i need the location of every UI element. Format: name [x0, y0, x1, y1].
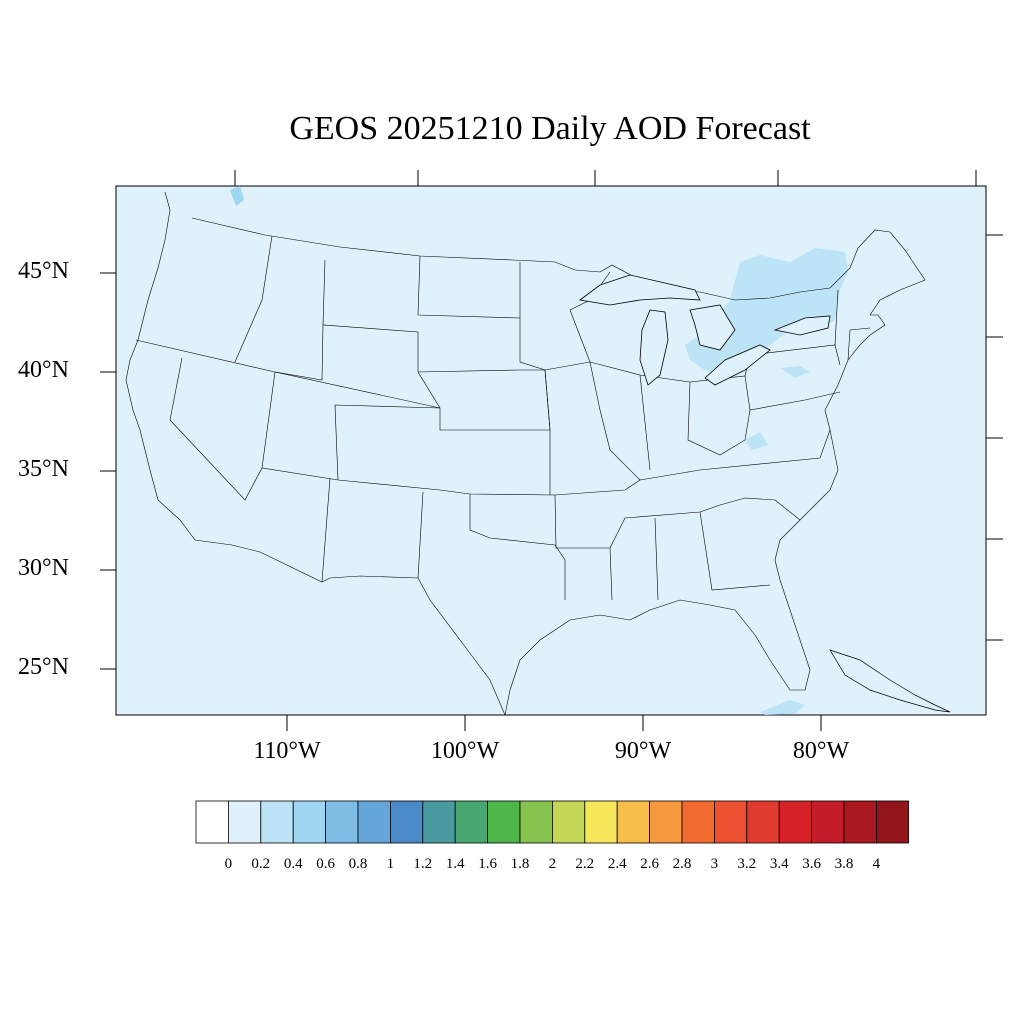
lake-ontario — [773, 315, 831, 336]
lat-label-45: 45°N — [18, 258, 69, 284]
right-ticks — [986, 234, 1003, 641]
colorbar-tick-label: 2.4 — [607, 856, 627, 872]
colorbar-swatch — [422, 800, 456, 844]
colorbar-tick-label: 0.8 — [348, 856, 368, 872]
colorbar-tick-label: 3.6 — [802, 856, 821, 872]
colorbar-swatch — [778, 800, 813, 844]
colorbar-swatch — [195, 800, 229, 844]
aod-region-florida-keys — [760, 700, 805, 715]
colorbar-swatch — [454, 800, 489, 844]
lake-superior — [579, 274, 701, 306]
colorbar-swatch — [584, 800, 618, 844]
colorbar-tick-label: 1.6 — [478, 856, 497, 872]
colorbar-tick-label: 2 — [548, 856, 557, 872]
colorbar-swatch — [292, 800, 326, 844]
lake-erie — [704, 344, 771, 386]
colorbar-tick-label: 3 — [710, 856, 719, 872]
colorbar-swatch — [714, 800, 748, 844]
great-lakes — [579, 274, 831, 386]
colorbar-tick-label: 1.4 — [445, 856, 465, 872]
aod-region-virginia — [745, 432, 768, 450]
colorbar-swatch — [260, 800, 294, 844]
colorbar-swatch — [551, 800, 586, 844]
colorbar-tick-label: 2.8 — [672, 856, 692, 872]
left-ticks — [100, 272, 116, 670]
colorbar-tick-label: 0 — [224, 856, 233, 872]
colorbar-tick-label: 1 — [386, 856, 395, 872]
colorbar-tick-label: 3.2 — [737, 856, 757, 872]
colorbar-swatch — [228, 800, 262, 844]
aod-highlight-regions — [685, 248, 848, 715]
map-frame — [115, 185, 987, 716]
cuba-outline — [829, 649, 951, 713]
lon-label-90: 90°W — [614, 738, 672, 764]
colorbar-swatch — [487, 800, 521, 844]
aod-colorbar — [195, 800, 909, 844]
colorbar-swatch — [389, 800, 424, 844]
colorbar-tick-label: 1.2 — [413, 856, 433, 872]
colorbar-swatch — [357, 800, 391, 844]
colorbar-swatch — [649, 800, 683, 844]
colorbar-tick-label: 4 — [872, 856, 881, 872]
lat-label-35: 35°N — [18, 456, 69, 482]
map-title: GEOS 20251210 Daily AOD Forecast — [289, 110, 811, 147]
lake-huron — [689, 304, 736, 351]
colorbar-swatch — [843, 800, 877, 844]
aod-region-pennsylvania — [780, 366, 810, 378]
colorbar-tick-label: 0.4 — [283, 856, 303, 872]
colorbar-swatch — [746, 800, 780, 844]
lat-label-30: 30°N — [18, 555, 69, 581]
aod-region-north-idaho — [230, 186, 244, 206]
lon-label-80: 80°W — [792, 738, 850, 764]
aod-region-great-lakes — [685, 248, 848, 378]
colorbar-swatch — [325, 800, 359, 844]
lake-michigan — [639, 309, 669, 386]
lon-label-100: 100°W — [430, 738, 500, 764]
bottom-ticks — [286, 715, 822, 731]
colorbar-tick-label: 3.4 — [769, 856, 789, 872]
colorbar-tick-label: 0.2 — [251, 856, 271, 872]
lon-label-110: 110°W — [253, 738, 321, 764]
colorbar-swatch — [519, 800, 553, 844]
top-ticks — [234, 170, 977, 186]
lat-label-40: 40°N — [18, 357, 69, 383]
colorbar-swatch — [681, 800, 715, 844]
colorbar-tick-label: 1.8 — [510, 856, 530, 872]
colorbar-tick-label: 3.8 — [834, 856, 854, 872]
lat-label-25: 25°N — [18, 654, 69, 680]
colorbar-tick-label: 2.6 — [640, 856, 659, 872]
colorbar-swatch — [876, 800, 909, 844]
colorbar-tick-label: 2.2 — [575, 856, 595, 872]
colorbar-swatch — [811, 800, 845, 844]
colorbar-tick-label: 0.6 — [316, 856, 335, 872]
colorbar-swatch — [616, 800, 651, 844]
